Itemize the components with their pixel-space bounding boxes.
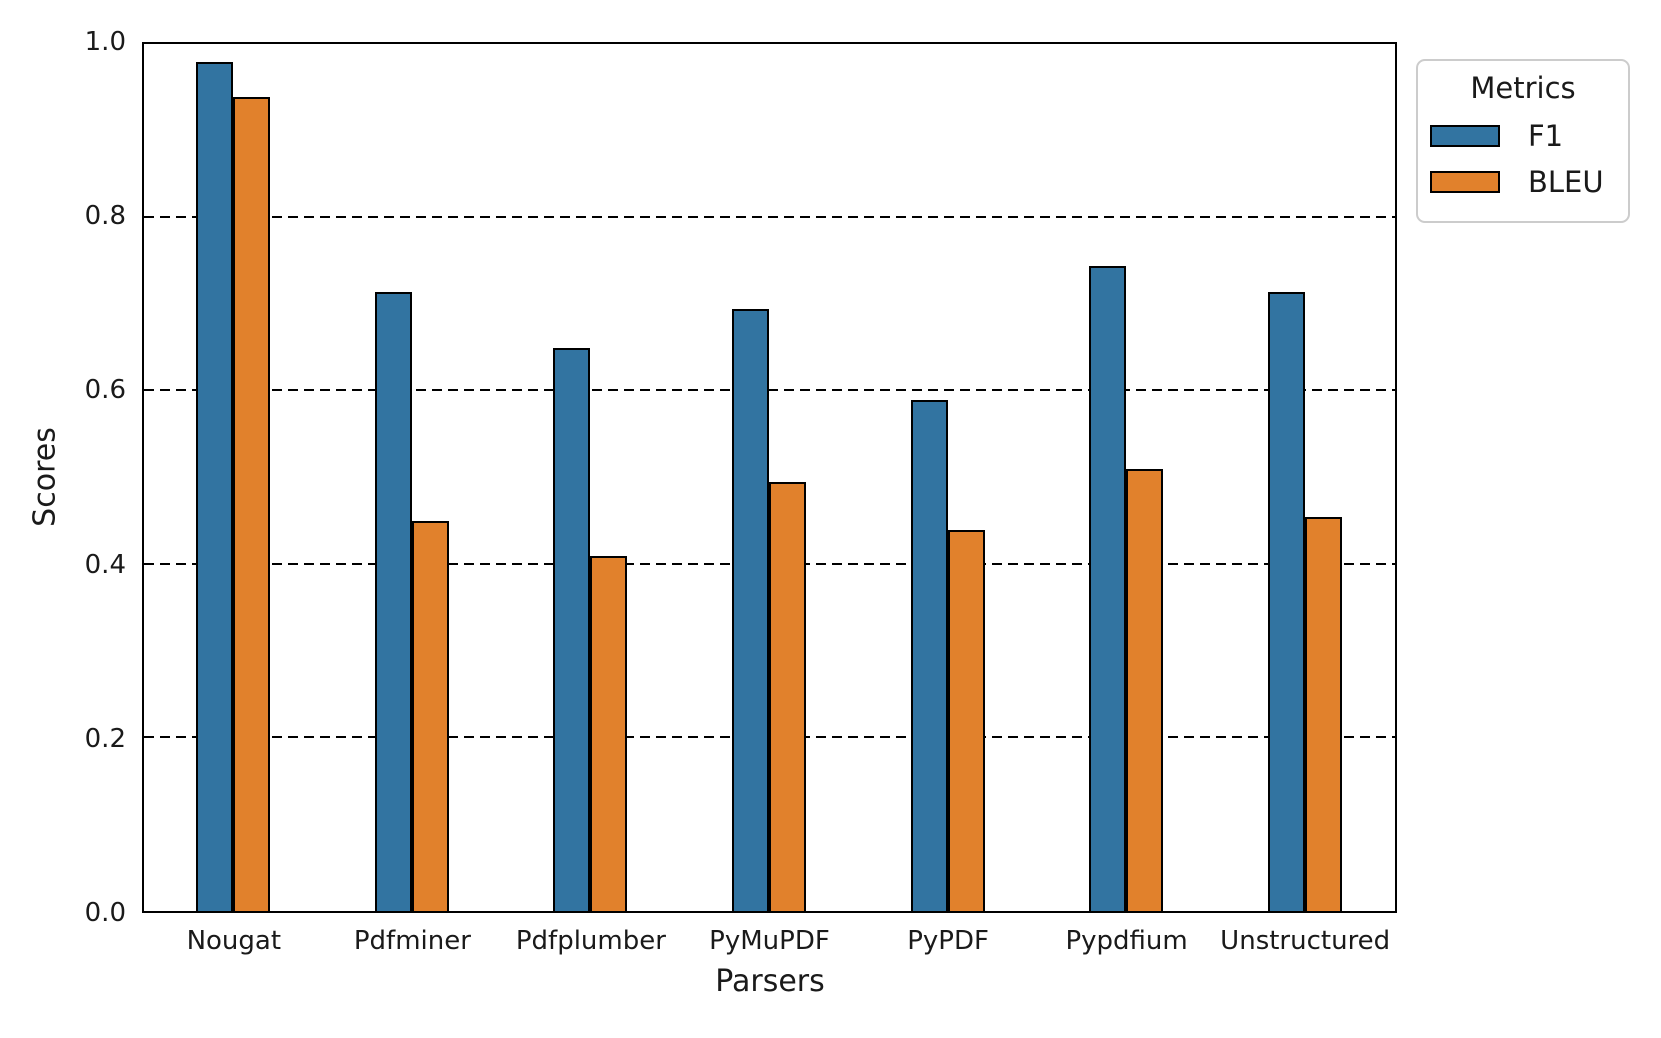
bar-bleu-nougat <box>233 97 271 911</box>
bar-f1-pymupdf <box>732 309 769 911</box>
y-tick-0.0: 0.0 <box>84 898 126 928</box>
y-axis-title: Scores <box>27 427 63 527</box>
x-tick-pypdfium: Pypdfium <box>1065 926 1188 956</box>
gridline-0.6 <box>144 389 1395 392</box>
x-tick-pymupdf: PyMuPDF <box>709 926 830 956</box>
bar-bleu-pdfplumber <box>590 556 628 911</box>
y-tick-1.0: 1.0 <box>84 27 126 57</box>
legend-label-bleu: BLEU <box>1528 165 1604 199</box>
x-axis-title: Parsers <box>715 964 825 999</box>
bar-f1-pdfplumber <box>553 348 591 911</box>
bar-f1-unstructured <box>1267 292 1305 911</box>
bar-f1-pdfminer <box>374 292 412 911</box>
bar-bleu-pdfminer <box>411 521 449 911</box>
x-tick-pypdf: PyPDF <box>907 926 989 956</box>
bar-bleu-unstructured <box>1304 517 1342 911</box>
legend-item-bleu: BLEU <box>1418 159 1628 205</box>
y-tick-0.4: 0.4 <box>84 549 126 580</box>
legend-label-f1: F1 <box>1528 119 1564 153</box>
legend: Metrics F1 BLEU <box>1416 59 1630 223</box>
x-tick-nougat: Nougat <box>186 926 282 956</box>
bar-f1-nougat <box>196 62 234 911</box>
f1-color-swatch-icon <box>1430 125 1500 147</box>
y-tick-0.6: 0.6 <box>84 375 126 406</box>
gridline-0.8 <box>144 216 1395 219</box>
x-tick-pdfminer: Pdfminer <box>353 926 471 956</box>
bleu-color-swatch-icon <box>1430 171 1500 193</box>
y-tick-0.2: 0.2 <box>84 723 126 754</box>
legend-item-f1: F1 <box>1418 113 1628 159</box>
x-tick-unstructured: Unstructured <box>1220 926 1391 956</box>
bar-f1-pypdfium <box>1089 266 1127 911</box>
plot-area <box>142 42 1397 913</box>
bar-bleu-pypdfium <box>1126 469 1164 911</box>
y-tick-0.8: 0.8 <box>84 201 126 232</box>
legend-title: Metrics <box>1470 71 1576 105</box>
bar-f1-pypdf <box>910 400 948 911</box>
bar-bleu-pymupdf <box>769 482 806 911</box>
bar-bleu-pypdf <box>947 530 985 911</box>
x-tick-pdfplumber: Pdfplumber <box>515 926 666 956</box>
